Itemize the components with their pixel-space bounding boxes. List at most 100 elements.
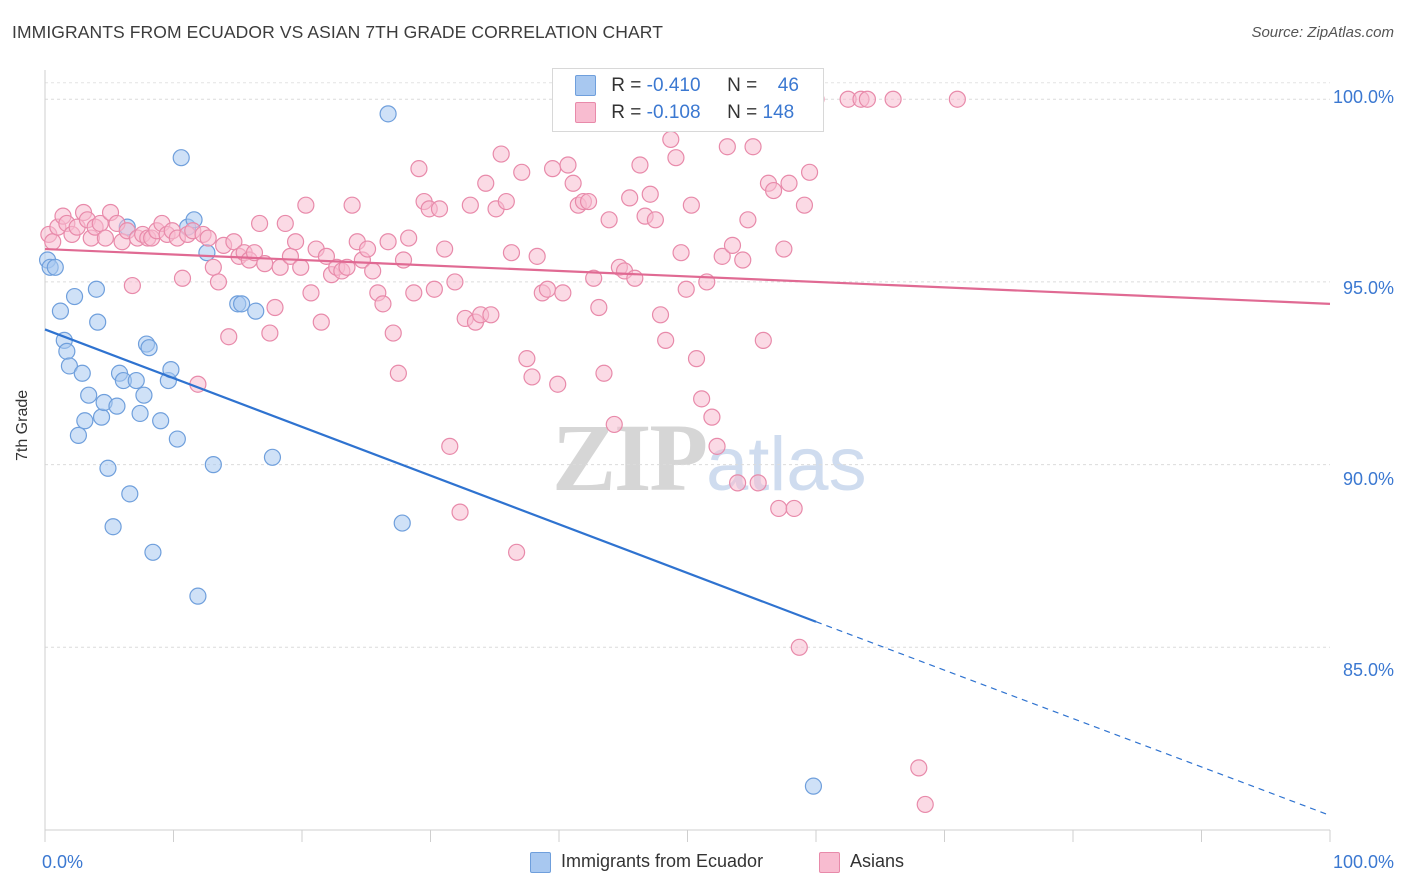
ecuador-point bbox=[263, 448, 282, 466]
ecuador-point bbox=[204, 456, 222, 474]
asians-point bbox=[245, 244, 264, 262]
bottom-legend-label-asians: Asians bbox=[850, 851, 905, 871]
ecuador-point bbox=[152, 412, 170, 430]
asians-point bbox=[492, 145, 510, 163]
asians-point bbox=[775, 240, 793, 258]
asians-point bbox=[549, 375, 567, 393]
asians-point bbox=[400, 229, 418, 247]
legend-r-label: R = bbox=[611, 102, 642, 123]
ecuador-trend-line bbox=[44, 328, 817, 623]
asians-point bbox=[631, 156, 649, 174]
asians-point bbox=[708, 437, 726, 455]
ecuador-point bbox=[172, 149, 190, 167]
y-tick-label-85: 85.0% bbox=[1342, 660, 1394, 680]
y-tick-label-90: 90.0% bbox=[1342, 469, 1394, 489]
asians-point bbox=[739, 211, 757, 229]
asians-point bbox=[425, 280, 443, 298]
asians-point bbox=[559, 156, 577, 174]
asians-point bbox=[579, 192, 598, 211]
asians-point bbox=[754, 331, 772, 349]
asians-point bbox=[405, 284, 423, 302]
asians-point bbox=[626, 269, 644, 287]
asians-point bbox=[646, 211, 664, 229]
source-note: Source: ZipAtlas.com bbox=[1251, 24, 1394, 41]
asians-point bbox=[595, 364, 613, 382]
asians-point bbox=[780, 174, 798, 192]
asians-point bbox=[729, 474, 747, 492]
asians-point bbox=[682, 196, 700, 214]
asians-point bbox=[436, 240, 454, 258]
asians-point bbox=[770, 499, 788, 518]
asians-point bbox=[667, 149, 685, 167]
asians-point bbox=[621, 189, 639, 207]
asians-point bbox=[384, 324, 402, 342]
asians-point bbox=[441, 437, 459, 455]
ecuador-point bbox=[104, 518, 122, 536]
asians-point bbox=[507, 543, 526, 561]
watermark-zip: ZIP bbox=[552, 404, 708, 511]
asians-point bbox=[358, 240, 377, 258]
asians-point bbox=[910, 759, 928, 777]
asians-point bbox=[518, 350, 536, 368]
asians-point bbox=[338, 258, 356, 276]
asians-point bbox=[379, 233, 397, 251]
asians-point bbox=[209, 273, 228, 291]
asians-point bbox=[297, 196, 315, 214]
asians-point bbox=[764, 181, 783, 200]
asians-point bbox=[948, 90, 966, 108]
asians-point bbox=[199, 229, 217, 247]
y-tick-label-100: 100.0% bbox=[1332, 87, 1394, 107]
asians-point bbox=[96, 229, 114, 247]
asians-point bbox=[657, 331, 675, 349]
asians-trend-line bbox=[44, 247, 1331, 305]
ecuador-point bbox=[69, 426, 88, 444]
asians-point bbox=[312, 313, 330, 331]
ecuador-point bbox=[198, 244, 216, 262]
asians-point bbox=[286, 233, 305, 251]
ecuador-point bbox=[87, 280, 106, 298]
bottom-legend-ecuador: Immigrants from Ecuador bbox=[530, 851, 763, 873]
legend-swatch-ecuador bbox=[575, 75, 596, 97]
bottom-legend-label-ecuador: Immigrants from Ecuador bbox=[561, 851, 764, 871]
ecuador-point bbox=[89, 313, 107, 331]
asians-point bbox=[713, 247, 731, 265]
ecuador-point bbox=[233, 295, 251, 313]
legend-n-label: N = bbox=[727, 75, 758, 96]
asians-point bbox=[173, 269, 192, 287]
asians-point bbox=[513, 163, 531, 181]
ecuador-point bbox=[379, 105, 397, 123]
ecuador-point bbox=[99, 459, 117, 477]
ecuador-point bbox=[73, 364, 91, 382]
ecuador-point bbox=[51, 302, 70, 320]
asians-point bbox=[590, 298, 608, 317]
asians-point bbox=[482, 306, 500, 324]
legend-row-asians: R = -0.108 N = 148 bbox=[575, 102, 794, 124]
ecuador-point bbox=[168, 430, 186, 448]
asians-point bbox=[718, 138, 736, 156]
asians-point bbox=[123, 276, 141, 295]
asians-point bbox=[389, 364, 407, 382]
asians-point bbox=[723, 236, 742, 254]
asians-point bbox=[795, 196, 814, 214]
asians-point bbox=[364, 262, 382, 280]
legend-r-value: -0.410 bbox=[646, 75, 701, 96]
chart-title: IMMIGRANTS FROM ECUADOR VS ASIAN 7TH GRA… bbox=[12, 22, 663, 42]
ecuador-point bbox=[140, 339, 158, 357]
ecuador-point bbox=[65, 287, 84, 306]
stats-legend: R = -0.410 N = 46 R = -0.108 N = 148 bbox=[552, 68, 824, 132]
ecuador-point bbox=[58, 342, 76, 360]
asians-point bbox=[687, 350, 706, 368]
asians-point bbox=[790, 638, 808, 656]
ecuador-point bbox=[804, 777, 823, 795]
ecuador-point bbox=[247, 302, 265, 320]
asians-point bbox=[543, 160, 562, 178]
asians-point bbox=[292, 258, 310, 276]
asians-point bbox=[916, 795, 934, 814]
asians-point bbox=[734, 251, 752, 269]
asians-point bbox=[641, 185, 659, 203]
ecuador-point bbox=[135, 386, 153, 404]
asians-point bbox=[220, 328, 238, 346]
asians-point bbox=[677, 280, 695, 298]
ecuador-point bbox=[131, 404, 149, 423]
